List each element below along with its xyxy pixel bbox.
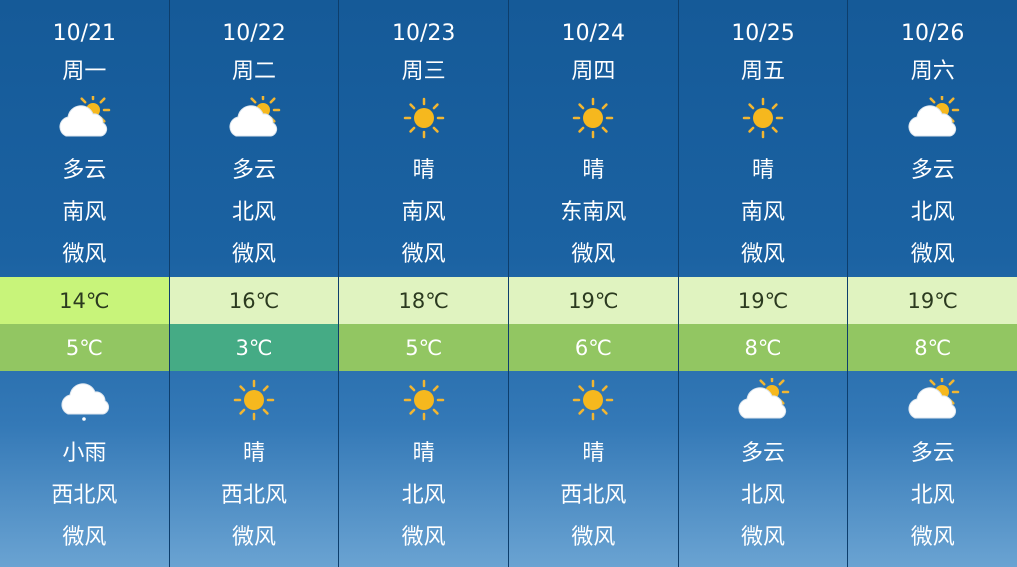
weekday: 周二 xyxy=(232,59,277,84)
low-temperature: 8℃ xyxy=(848,324,1017,371)
day-wind-level: 微风 xyxy=(741,242,786,267)
day-wind-level: 微风 xyxy=(571,242,616,267)
sunny-icon xyxy=(396,96,452,140)
day-wind-direction: 东南风 xyxy=(560,200,627,225)
night-wind-direction: 北风 xyxy=(401,483,446,508)
sunny-icon xyxy=(735,96,791,140)
date: 10/22 xyxy=(222,21,286,46)
day-column: 10/25 周五晴南风 微风 19℃ 8℃ 多云 北风 微风 xyxy=(678,0,849,567)
night-wind-direction: 西北风 xyxy=(51,483,118,508)
high-temperature: 19℃ xyxy=(848,277,1017,324)
weekday: 周五 xyxy=(741,59,786,84)
day-wind-direction: 南风 xyxy=(741,200,786,225)
high-temperature: 19℃ xyxy=(678,277,848,324)
low-temperature: 5℃ xyxy=(0,324,169,371)
day-column: 10/24 周四晴东南风 微风 19℃ 6℃ 晴西北风 微风 xyxy=(509,0,679,567)
day-column: 10/21 周一 多云 南风 微风 14℃ 5℃ 小雨 西北风 微风 xyxy=(0,0,170,567)
day-wind-level: 微风 xyxy=(401,242,446,267)
partly-cloudy-icon xyxy=(905,92,961,140)
day-wind-direction: 北风 xyxy=(910,200,955,225)
day-column: 10/23 周三晴南风 微风 18℃ 5℃ 晴北风 微风 xyxy=(339,0,510,567)
day-wind-level: 微风 xyxy=(62,242,107,267)
night-condition: 多云 xyxy=(910,441,955,466)
night-wind-direction: 西北风 xyxy=(221,483,288,508)
day-condition: 多云 xyxy=(62,158,107,183)
weekday: 周一 xyxy=(62,59,107,84)
night-wind-direction: 北风 xyxy=(910,483,955,508)
partly-cloudy-icon xyxy=(735,374,791,422)
night-wind-level: 微风 xyxy=(62,525,107,550)
high-temperature: 18℃ xyxy=(339,277,509,324)
sunny-icon xyxy=(565,96,621,140)
night-wind-level: 微风 xyxy=(571,525,616,550)
day-condition: 多云 xyxy=(232,158,277,183)
night-wind-direction: 北风 xyxy=(741,483,786,508)
day-wind-direction: 北风 xyxy=(232,200,277,225)
date: 10/26 xyxy=(900,21,965,46)
night-wind-level: 微风 xyxy=(910,525,955,550)
night-condition: 小雨 xyxy=(62,441,107,466)
day-column: 10/22 周二 多云 北风 微风 16℃ 3℃ 晴西北风 微风 xyxy=(169,0,340,567)
partly-cloudy-icon xyxy=(226,92,282,140)
low-temperature: 6℃ xyxy=(509,324,678,371)
partly-cloudy-icon xyxy=(905,374,961,422)
date: 10/21 xyxy=(52,21,117,46)
low-temperature: 5℃ xyxy=(339,324,509,371)
date: 10/24 xyxy=(561,21,626,46)
day-condition: 晴 xyxy=(412,158,435,183)
high-temperature: 14℃ xyxy=(0,277,169,324)
day-condition: 晴 xyxy=(582,158,605,183)
night-condition: 晴 xyxy=(412,441,435,466)
weekday: 周三 xyxy=(401,59,446,84)
day-condition: 多云 xyxy=(910,158,955,183)
high-temperature: 16℃ xyxy=(169,277,339,324)
sunny-icon xyxy=(565,378,621,422)
day-condition: 晴 xyxy=(752,158,775,183)
weekday: 周六 xyxy=(910,59,955,84)
day-wind-level: 微风 xyxy=(232,242,277,267)
sunny-icon xyxy=(396,378,452,422)
day-wind-direction: 南风 xyxy=(62,200,107,225)
light-rain-icon xyxy=(56,378,112,422)
partly-cloudy-icon xyxy=(56,92,112,140)
day-wind-direction: 南风 xyxy=(401,200,446,225)
weekday: 周四 xyxy=(571,59,616,84)
day-wind-level: 微风 xyxy=(910,242,955,267)
night-condition: 晴 xyxy=(582,441,605,466)
night-condition: 晴 xyxy=(243,441,266,466)
low-temperature: 3℃ xyxy=(169,324,339,371)
night-wind-level: 微风 xyxy=(741,525,786,550)
date: 10/23 xyxy=(391,21,456,46)
night-wind-level: 微风 xyxy=(232,525,277,550)
sunny-icon xyxy=(226,378,282,422)
night-wind-level: 微风 xyxy=(401,525,446,550)
date: 10/25 xyxy=(731,21,795,46)
low-temperature: 8℃ xyxy=(678,324,848,371)
high-temperature: 19℃ xyxy=(509,277,678,324)
night-condition: 多云 xyxy=(741,441,786,466)
day-column: 10/26 周六 多云 北风 微风 19℃ 8℃ 多云 北风 微风 xyxy=(848,0,1017,567)
night-wind-direction: 西北风 xyxy=(560,483,627,508)
